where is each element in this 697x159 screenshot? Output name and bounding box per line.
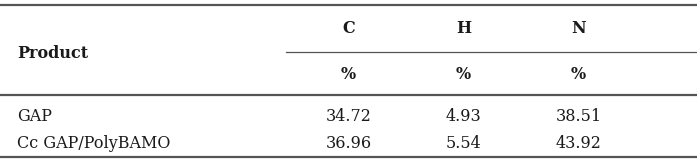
Text: 5.54: 5.54 <box>445 135 482 152</box>
Text: 38.51: 38.51 <box>556 108 602 124</box>
Text: 36.96: 36.96 <box>325 135 372 152</box>
Text: 43.92: 43.92 <box>556 135 602 152</box>
Text: %: % <box>341 66 356 83</box>
Text: N: N <box>572 20 585 37</box>
Text: Cc GAP/PolyBAMO: Cc GAP/PolyBAMO <box>17 135 171 152</box>
Text: H: H <box>456 20 471 37</box>
Text: %: % <box>456 66 471 83</box>
Text: Product: Product <box>17 45 89 62</box>
Text: GAP: GAP <box>17 108 52 124</box>
Text: 34.72: 34.72 <box>325 108 372 124</box>
Text: C: C <box>342 20 355 37</box>
Text: 4.93: 4.93 <box>445 108 482 124</box>
Text: %: % <box>571 66 586 83</box>
